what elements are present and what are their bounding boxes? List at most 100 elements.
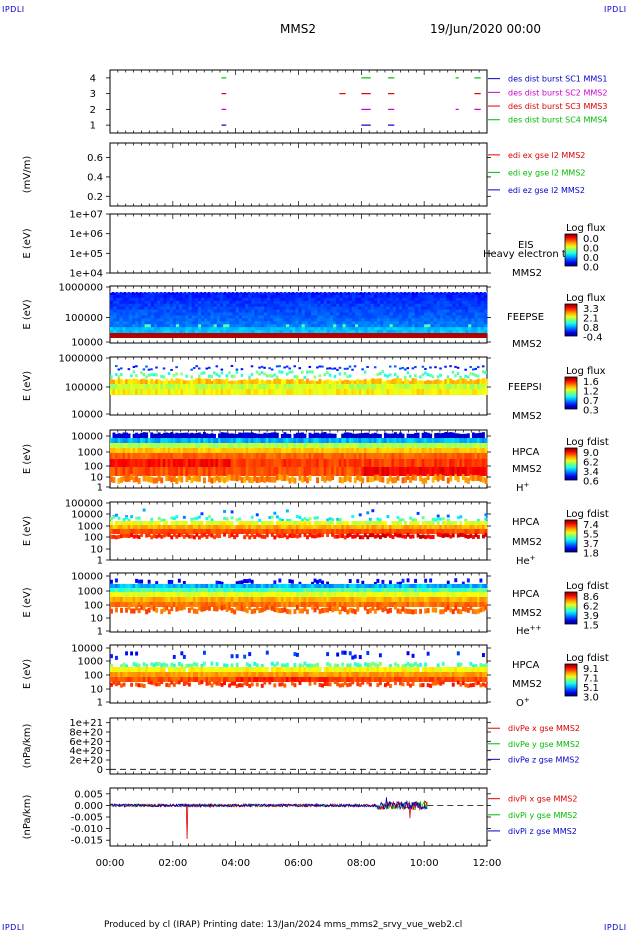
spectrogram-cell <box>112 432 116 439</box>
spectrogram-cell <box>295 303 299 308</box>
spectrogram-cell <box>306 389 309 395</box>
spectrogram-cell <box>336 292 340 296</box>
spectrogram-cell <box>363 432 367 439</box>
spectrogram-cell <box>182 515 186 519</box>
spectrogram-cell <box>380 327 384 331</box>
spectrogram-cell <box>408 315 413 319</box>
spectrogram-cell <box>373 292 378 296</box>
spectrogram-cell <box>317 327 321 331</box>
spectrogram-cell <box>373 312 378 316</box>
spectrogram-cell <box>338 372 342 376</box>
spectrogram-cell <box>458 327 463 331</box>
spectrogram-cell <box>333 433 337 440</box>
spectrogram-cell <box>343 438 347 443</box>
spectrogram-cell <box>205 525 209 529</box>
spectrogram-cell <box>461 378 465 385</box>
spectrogram-cell <box>223 318 227 322</box>
spectrogram-cell <box>147 306 152 311</box>
spectrogram-cell <box>455 292 460 296</box>
spectrogram-cell <box>283 529 287 534</box>
spectrogram-cell <box>147 300 152 305</box>
spectrogram-cell <box>421 373 425 377</box>
spectrogram-cell <box>367 324 372 328</box>
spectrogram-cell <box>404 534 407 539</box>
spectrogram-cell <box>152 453 156 459</box>
spectrogram-cell <box>396 525 400 529</box>
spectrogram-cell <box>441 529 445 534</box>
spectrogram-cell <box>427 315 431 319</box>
spectrogram-cell <box>170 459 174 467</box>
spectrogram-cell <box>192 367 196 370</box>
spectrogram-cell <box>188 294 193 299</box>
spectrogram-cell <box>469 533 473 538</box>
spectrogram-cell <box>270 453 274 459</box>
spectrogram-cell <box>263 459 267 467</box>
spectrogram-cell <box>439 294 444 299</box>
spectrogram-cell <box>169 297 174 302</box>
spectrogram-cell <box>476 518 480 522</box>
spectrogram-cell <box>137 453 141 459</box>
spectrogram-cell <box>197 459 201 467</box>
spectrogram-cell <box>185 297 190 302</box>
spectrogram-cell <box>383 453 387 459</box>
spectrogram-cell <box>326 321 331 325</box>
spectrogram-cell <box>318 448 322 453</box>
spectrogram-cell <box>461 294 466 299</box>
spectrogram-cell <box>122 533 126 538</box>
spectrogram-cell <box>389 300 394 305</box>
spectrogram-cell <box>220 438 224 443</box>
spectrogram-cell <box>141 327 146 331</box>
spectrogram-cell <box>414 438 418 443</box>
spectrogram-cell <box>194 292 199 296</box>
spectrogram-cell <box>321 521 325 525</box>
spectrogram-cell <box>429 373 432 377</box>
spectrogram-cell <box>276 330 281 334</box>
spectrogram-cell <box>157 438 161 443</box>
spectrogram-cell <box>419 467 423 476</box>
spectrogram-cell <box>218 384 221 389</box>
spectrogram-cell <box>258 433 262 440</box>
spectrogram-cell <box>388 529 392 534</box>
spectrogram-cell <box>210 380 214 387</box>
spectrogram-cell <box>279 300 284 305</box>
spectrogram-cell <box>394 521 397 525</box>
spectrogram-cell <box>429 443 433 448</box>
spectrogram-cell <box>392 315 397 319</box>
spectrogram-cell <box>356 453 360 459</box>
spectrogram-cell <box>167 474 171 481</box>
spectrogram-cell <box>458 315 463 319</box>
spectrogram-cell <box>431 453 435 459</box>
spectrogram-cell <box>308 521 312 525</box>
spectrogram-cell <box>316 525 320 529</box>
spectrogram-cell <box>122 443 126 448</box>
spectrogram-cell <box>125 432 128 439</box>
spectrogram-cell <box>130 448 134 453</box>
spectrogram-cell <box>182 294 186 299</box>
spectrogram-cell <box>411 294 416 299</box>
spectrogram-cell <box>208 515 211 519</box>
spectrogram-cell <box>128 297 133 302</box>
spectrogram-cell <box>228 438 232 443</box>
spectrogram-cell <box>125 467 128 476</box>
spectrogram-cell <box>474 292 479 296</box>
spectrogram-cell <box>348 532 352 537</box>
spectrogram-cell <box>147 389 151 395</box>
spectrogram-cell <box>290 476 294 483</box>
spectrogram-cell <box>169 315 174 319</box>
spectrogram-cell <box>336 467 340 476</box>
spectrogram-cell <box>326 521 330 525</box>
spectrogram-cell <box>313 529 317 534</box>
spectrogram-cell <box>177 443 181 448</box>
spectrogram-cell <box>279 327 284 331</box>
spectrogram-cell <box>311 438 314 443</box>
spectrogram-cell <box>157 384 161 389</box>
spectrogram-cell <box>187 380 191 387</box>
spectrogram-cell <box>157 309 161 313</box>
spectrogram-cell <box>355 318 359 322</box>
spectrogram-cell <box>461 459 465 467</box>
spectrogram-cell <box>255 443 259 448</box>
spectrogram-cell <box>167 459 171 467</box>
spectrogram-cell <box>358 294 362 299</box>
spectrogram-cell <box>416 521 420 525</box>
spectrogram-cell <box>245 324 249 328</box>
